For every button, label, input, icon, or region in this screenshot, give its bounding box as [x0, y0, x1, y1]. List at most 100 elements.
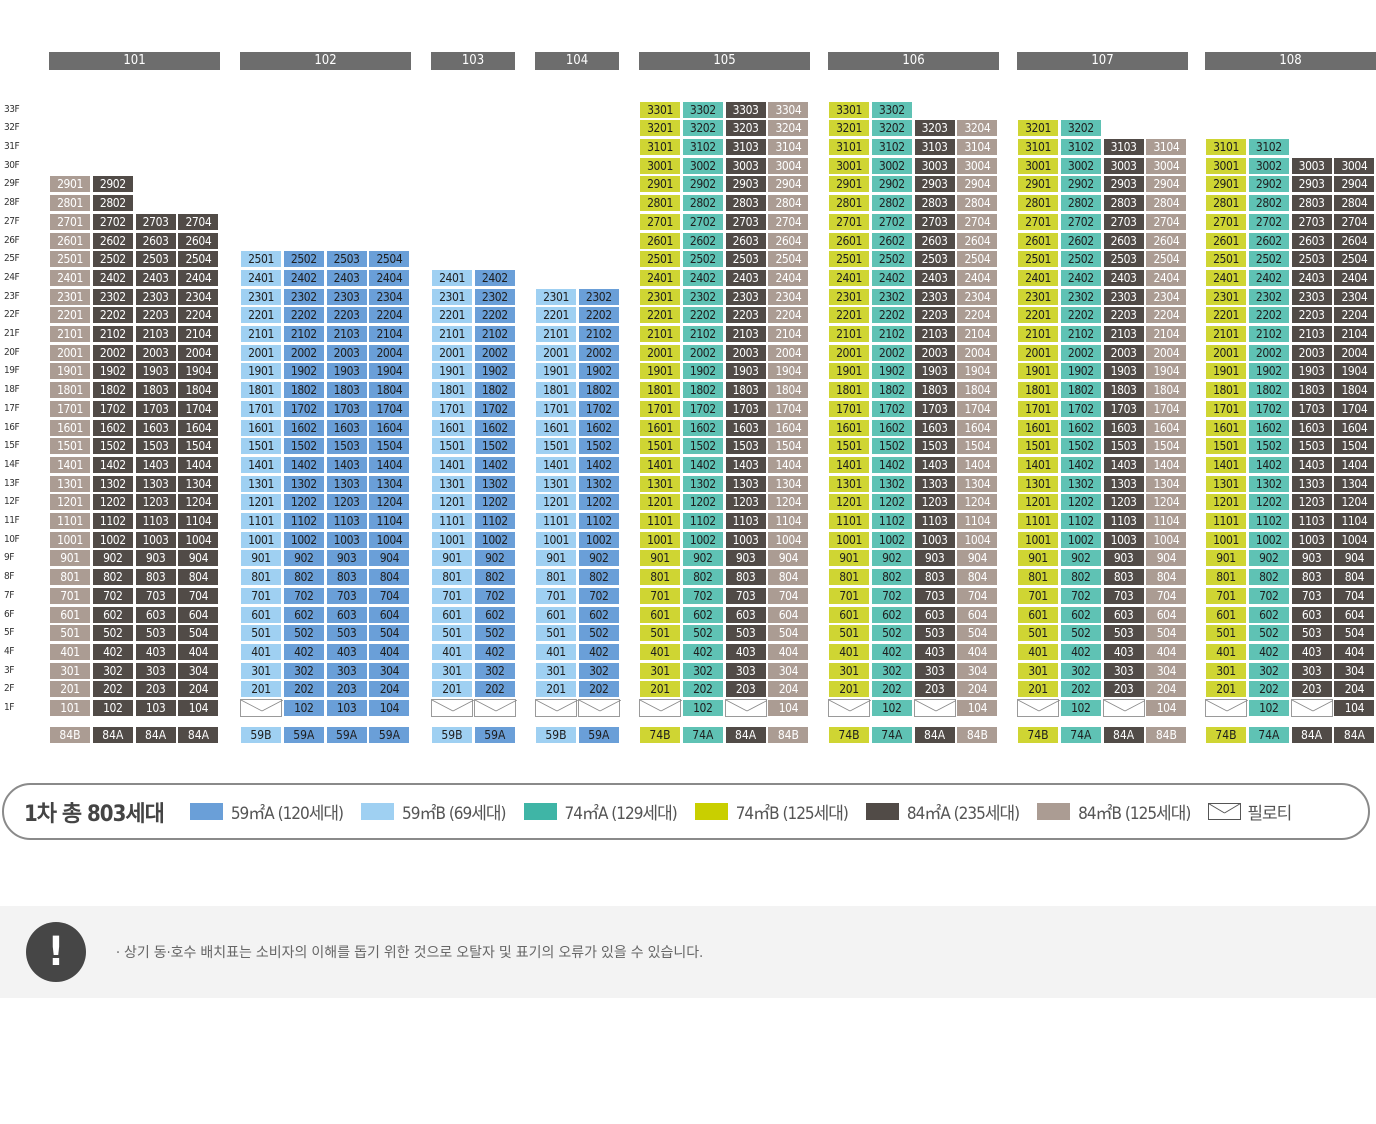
unit-cell: 3104	[956, 138, 999, 156]
unit-cell: 1701	[240, 399, 282, 418]
unit-cell: 202	[1247, 680, 1290, 699]
unit-cell: 501	[431, 624, 473, 643]
unit-cell: 301	[1205, 661, 1247, 680]
unit-cell: 2002	[91, 343, 134, 362]
unit-cell: 902	[91, 549, 134, 568]
unit-cell: 2504	[956, 250, 999, 269]
unit-cell: 2502	[1247, 250, 1290, 269]
unit-cell: 2102	[282, 325, 325, 343]
unit-cell: 1203	[913, 493, 956, 512]
unit-cell: 604	[1145, 605, 1188, 624]
unit-cell: 3302	[681, 100, 724, 119]
unit-cell: 1004	[1145, 530, 1188, 549]
piloti-icon	[1103, 700, 1146, 712]
unit-cell: 1501	[1017, 437, 1059, 456]
unit-cell: 1703	[325, 399, 368, 418]
unit-cell: 1302	[1247, 474, 1290, 493]
unit-cell: 303	[1102, 661, 1145, 680]
floor-label: 23F	[4, 290, 20, 302]
unit-cell: 803	[134, 568, 177, 587]
unit-cell: 604	[767, 605, 810, 624]
unit-cell: 904	[1145, 549, 1188, 568]
unit-cell: 1404	[368, 455, 411, 474]
unit-cell: 1901	[639, 362, 681, 381]
unit-cell: 1301	[639, 474, 681, 493]
unit-cell: 801	[1205, 568, 1247, 587]
floor-label: 5F	[4, 627, 14, 639]
unit-cell: 903	[724, 549, 767, 568]
unit-cell: 2102	[681, 325, 724, 343]
unit-type-label: 74B	[828, 726, 870, 744]
unit-cell: 2004	[177, 343, 220, 362]
unit-cell: 102	[282, 699, 325, 717]
unit-cell: 2901	[828, 175, 870, 194]
unit-cell: 2702	[1059, 212, 1102, 231]
unit-cell: 1301	[1205, 474, 1247, 493]
unit-cell: 2004	[956, 343, 999, 362]
unit-cell: 2802	[1247, 194, 1290, 213]
unit-cell: 1101	[431, 512, 473, 530]
unit-cell: 1103	[1102, 512, 1145, 530]
unit-cell: 3003	[724, 156, 767, 175]
unit-cell: 102	[1059, 699, 1102, 717]
unit-cell: 702	[681, 586, 724, 605]
unit-cell: 2102	[473, 325, 516, 343]
unit-cell: 601	[1205, 605, 1247, 624]
unit-cell: 302	[870, 661, 913, 680]
unit-cell: 201	[828, 680, 870, 699]
unit-cell: 1004	[956, 530, 999, 549]
unit-cell: 904	[368, 549, 411, 568]
unit-cell: 2601	[828, 231, 870, 250]
unit-cell: 1602	[1247, 418, 1290, 437]
unit-cell: 1202	[870, 493, 913, 512]
unit-cell: 3001	[639, 156, 681, 175]
unit-cell: 1604	[767, 418, 810, 437]
unit-cell: 1803	[325, 381, 368, 400]
unit-type-label: 84B	[956, 726, 999, 744]
unit-cell: 2103	[325, 325, 368, 343]
unit-cell: 2502	[91, 250, 134, 269]
unit-cell: 2502	[870, 250, 913, 269]
unit-cell: 301	[1017, 661, 1059, 680]
unit-type-label: 84A	[1333, 726, 1376, 744]
unit-cell: 2701	[49, 212, 91, 231]
unit-cell: 1002	[681, 530, 724, 549]
unit-cell: 2303	[724, 287, 767, 306]
unit-cell: 1001	[639, 530, 681, 549]
unit-type-label: 74A	[870, 726, 913, 744]
unit-cell: 301	[49, 661, 91, 680]
unit-cell: 1302	[91, 474, 134, 493]
unit-cell: 1504	[1145, 437, 1188, 456]
unit-type-label: 74B	[1017, 726, 1059, 744]
unit-cell: 3304	[767, 100, 810, 119]
unit-cell: 1002	[473, 530, 516, 549]
unit-type-label: 74A	[1059, 726, 1102, 744]
unit-cell: 1601	[1017, 418, 1059, 437]
unit-cell: 2002	[1059, 343, 1102, 362]
unit-cell: 301	[639, 661, 681, 680]
unit-cell: 1503	[134, 437, 177, 456]
unit-cell: 1704	[767, 399, 810, 418]
unit-cell: 2102	[1247, 325, 1290, 343]
unit-cell: 1101	[535, 512, 577, 530]
floor-label: 17F	[4, 402, 20, 414]
unit-cell: 2703	[1102, 212, 1145, 231]
unit-cell: 1302	[282, 474, 325, 493]
unit-cell: 1701	[535, 399, 577, 418]
unit-cell: 1502	[681, 437, 724, 456]
unit-cell: 1002	[282, 530, 325, 549]
floor-label: 11F	[4, 515, 20, 526]
unit-cell: 701	[1017, 586, 1059, 605]
unit-cell: 1403	[325, 455, 368, 474]
unit-cell: 302	[1247, 661, 1290, 680]
unit-cell: 1404	[177, 455, 220, 474]
floor-label: 21F	[4, 328, 20, 339]
unit-cell: 1702	[1059, 399, 1102, 418]
floor-label: 14F	[4, 458, 20, 470]
floor-label: 27F	[4, 215, 20, 227]
piloti-cell	[913, 699, 957, 717]
unit-cell: 1201	[49, 493, 91, 512]
unit-cell: 3201	[828, 119, 870, 138]
unit-cell: 2203	[325, 306, 368, 325]
unit-cell: 3003	[913, 156, 956, 175]
